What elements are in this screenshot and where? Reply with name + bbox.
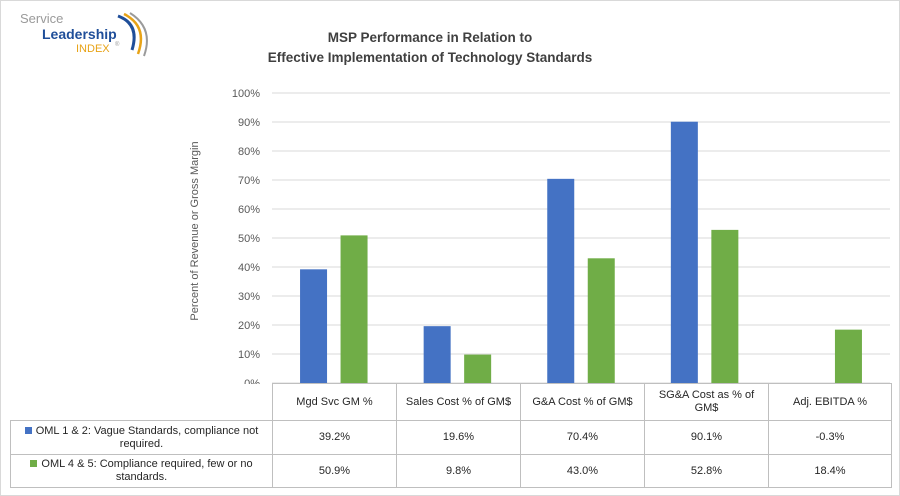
bar-series-2 [340,235,368,383]
y-tick-label: 80% [238,146,260,158]
category-label: G&A Cost % of GM$ [520,383,645,421]
data-label: 9.8% [396,454,521,488]
logo-trademark: ® [115,41,120,48]
series-2-name: OML 4 & 5: Compliance required, few or n… [41,458,253,483]
bar-series-2 [464,354,492,383]
bar-series-1 [670,121,698,384]
bar-series-2 [711,229,739,383]
y-tick-label: 70% [238,175,260,187]
data-table-row-series-1: OML 1 & 2: Vague Standards, compliance n… [10,420,892,455]
logo-swoosh-gray [129,12,148,57]
series-1-legend-key [24,426,32,434]
data-label: 43.0% [520,454,645,488]
logo-text-leadership: Leadership [42,26,117,42]
bar-series-1 [300,269,328,383]
category-label: Adj. EBITDA % [768,383,892,421]
chart-title-line-2: Effective Implementation of Technology S… [267,50,593,65]
series-2-legend-key [30,460,38,467]
y-tick-label: 0% [244,378,260,384]
y-tick-label: 30% [238,291,260,303]
y-axis-ticks: 0% 10% 20% 30% 40% 50% 60% 70% 80% 90% 100% [232,88,260,384]
data-label: 50.9% [272,454,397,488]
y-tick-label: 100% [232,88,260,100]
y-tick-label: 90% [238,117,260,129]
y-tick-label: 10% [238,349,260,361]
data-label: 19.6% [396,420,521,455]
data-label: 52.8% [644,454,769,488]
y-tick-label: 50% [238,233,260,245]
y-tick-label: 40% [238,262,260,274]
bar-series-2 [587,258,615,383]
data-label: -0.3% [768,420,892,455]
service-leadership-index-logo: Service Leadership INDEX ® [20,11,148,57]
bar-series-1 [423,326,451,383]
data-table-header-row: Mgd Svc GM % Sales Cost % of GM$ G&A Cos… [10,383,892,421]
bar-chart-plot: 0% 10% 20% 30% 40% 50% 60% 70% 80% 90% 100% [232,88,890,384]
series-1-legend-entry: OML 1 & 2: Vague Standards, compliance n… [10,420,273,455]
bars [300,121,862,384]
chart-title: MSP Performance in Relation to Effective… [200,28,660,68]
data-table-corner [10,383,273,421]
data-label: 39.2% [272,420,397,455]
category-label: SG&A Cost as % of GM$ [644,383,769,421]
logo-swoosh-blue [117,14,136,51]
data-label: 90.1% [644,420,769,455]
category-label: Mgd Svc GM % [272,383,397,421]
logo-text-service: Service [20,11,63,26]
series-1-name: OML 1 & 2: Vague Standards, compliance n… [35,424,259,450]
data-table-row-series-2: OML 4 & 5: Compliance required, few or n… [10,454,892,488]
series-2-legend-entry: OML 4 & 5: Compliance required, few or n… [10,454,273,488]
data-label: 70.4% [520,420,645,455]
logo-text-index: INDEX [76,43,110,55]
chart-title-line-1: MSP Performance in Relation to [327,30,533,45]
y-tick-label: 20% [238,320,260,332]
data-table: Mgd Svc GM % Sales Cost % of GM$ G&A Cos… [10,383,892,488]
data-label: 18.4% [768,454,892,488]
bar-series-2 [834,329,862,383]
category-label: Sales Cost % of GM$ [396,383,521,421]
bar-series-1 [547,178,575,383]
y-tick-label: 60% [238,204,260,216]
logo-swoosh-gold [123,12,143,55]
